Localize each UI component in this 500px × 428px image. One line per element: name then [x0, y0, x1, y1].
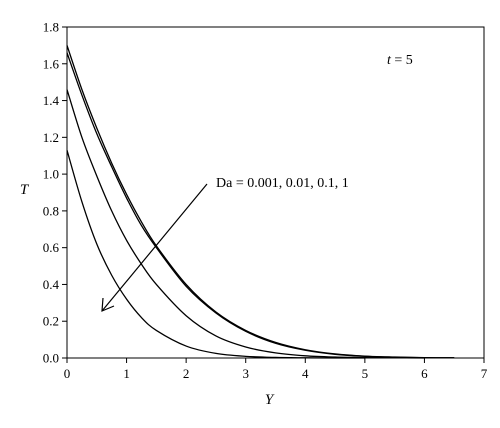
y-axis-title: T	[20, 182, 30, 198]
series-line-2	[66, 52, 455, 359]
plot-frame	[66, 26, 485, 359]
y-tick-label: 1.8	[43, 20, 59, 35]
y-tick-label: 1.0	[43, 167, 59, 182]
y-tick-label: 0.4	[43, 277, 60, 292]
time-annotation: t = 5	[387, 53, 413, 68]
y-tick-label: 0.6	[43, 240, 60, 255]
x-tick-label: 5	[362, 366, 369, 381]
da-arrow	[101, 183, 208, 312]
series-line-1	[66, 45, 455, 359]
x-tick-label: 0	[64, 366, 71, 381]
da-arrow-shaft	[101, 183, 208, 312]
series-group	[66, 45, 455, 359]
x-axis-ticks: 0 1 2 3 4 5 6 7	[64, 358, 488, 381]
y-tick-label: 1.6	[43, 56, 60, 71]
y-tick-label: 0.0	[43, 351, 59, 366]
x-tick-label: 3	[242, 366, 249, 381]
time-annotation-var: t	[387, 53, 392, 68]
series-line-4	[66, 150, 365, 359]
x-tick-label: 4	[302, 366, 309, 381]
y-tick-label: 0.8	[43, 203, 59, 218]
plot-area	[66, 26, 485, 359]
x-tick-label: 1	[123, 366, 130, 381]
x-tick-label: 6	[421, 366, 428, 381]
y-tick-label: 1.2	[43, 130, 59, 145]
y-axis-ticks: 0.0 0.2 0.4 0.6 0.8 1.0 1.2 1.4 1.6 1.8	[43, 20, 67, 366]
x-tick-label: 7	[481, 366, 488, 381]
da-annotation: Da = 0.001, 0.01, 0.1, 1	[216, 176, 349, 191]
x-tick-label: 2	[183, 366, 190, 381]
y-tick-label: 0.2	[43, 314, 59, 329]
x-axis-title: Y	[265, 392, 275, 408]
da-arrow-head	[101, 297, 115, 312]
time-annotation-value: = 5	[391, 53, 413, 68]
series-line-3	[66, 89, 425, 359]
y-tick-label: 1.4	[43, 93, 60, 108]
